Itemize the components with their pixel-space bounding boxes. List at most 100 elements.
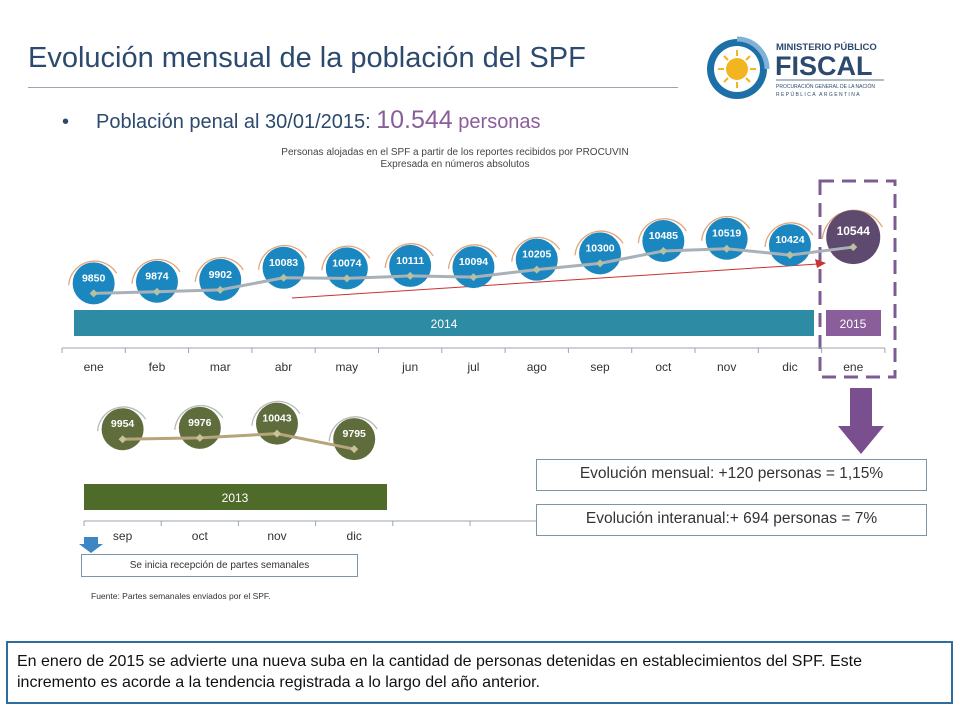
x-tick-label-2: mar xyxy=(210,360,231,374)
chart-caption-line-1: Personas alojadas en el SPF a partir de … xyxy=(281,147,629,158)
bubble-ring-1 xyxy=(131,258,181,284)
bubble-ring-9 xyxy=(637,218,687,244)
point-11 xyxy=(785,251,794,260)
year-band-2015 xyxy=(826,310,881,336)
point-3 xyxy=(279,273,288,282)
bubble-ring-7 xyxy=(511,236,561,262)
data-label-8: 10300 xyxy=(585,242,614,254)
b-x-tick-label-2: nov xyxy=(267,529,286,543)
x-tick-label-0: ene xyxy=(84,360,104,374)
x-tick-label-5: jun xyxy=(401,360,418,374)
b-data-label-1: 9976 xyxy=(188,417,212,429)
point-2 xyxy=(216,285,225,294)
conclusion-box: En enero de 2015 se advierte una nueva s… xyxy=(6,641,953,704)
b-point-3 xyxy=(350,445,359,454)
bubble-ring-6 xyxy=(447,244,498,270)
x-tick-label-4: may xyxy=(336,360,359,374)
x-tick-label-12: ene xyxy=(843,360,863,374)
x-tick-label-10: nov xyxy=(717,360,736,374)
b-x-tick-label-0: sep xyxy=(113,529,133,543)
year-band-2013 xyxy=(84,484,387,510)
point-0 xyxy=(89,289,98,298)
population-unit: personas xyxy=(458,111,541,133)
year-band-2014-label: 2014 xyxy=(431,317,458,331)
data-label-6: 10094 xyxy=(459,256,488,268)
highlight-frame xyxy=(818,179,897,379)
b-point-2 xyxy=(273,429,281,438)
year-band-2013-label: 2013 xyxy=(222,491,249,505)
b-x-tick-label-1: oct xyxy=(192,529,209,543)
data-label-2: 9902 xyxy=(209,269,233,281)
x-tick-label-6: jul xyxy=(466,360,479,374)
data-label-1: 9874 xyxy=(145,271,169,283)
logo-line-2: FISCAL xyxy=(775,51,873,81)
bubble-ring-2 xyxy=(194,257,244,282)
year-band-2015-label: 2015 xyxy=(840,317,867,331)
point-1 xyxy=(152,287,161,296)
point-9 xyxy=(659,247,668,255)
title-divider xyxy=(28,87,678,88)
x-tick-label-1: feb xyxy=(149,360,166,374)
x-tick-label-11: dic xyxy=(782,360,797,374)
b-data-label-0: 9954 xyxy=(111,418,135,430)
logo-line-1: MINISTERIO PÚBLICO xyxy=(776,41,877,53)
logo-line-4: REPÚBLICA ARGENTINA xyxy=(776,91,861,98)
b-series-line xyxy=(122,432,355,451)
page-title: Evolución mensual de la población del SP… xyxy=(28,42,586,74)
data-label-4: 10074 xyxy=(332,257,361,269)
bubble-12 xyxy=(826,210,881,265)
bubble-ring-10 xyxy=(701,215,751,241)
data-label-11: 10424 xyxy=(775,234,804,246)
point-7 xyxy=(532,265,541,274)
point-5 xyxy=(406,271,415,280)
b-bubble-3 xyxy=(333,418,376,461)
data-label-5: 10111 xyxy=(396,255,424,267)
population-summary-colon: : xyxy=(365,111,371,133)
point-8 xyxy=(596,259,605,268)
bubble-11 xyxy=(768,224,811,267)
ministerio-publico-fiscal-logo: MINISTERIO PÚBLICO FISCAL PROCURACIÓN GE… xyxy=(707,36,884,99)
bubble-ring-3 xyxy=(257,244,308,270)
b-data-label-3: 9795 xyxy=(343,428,367,440)
data-label-9: 10485 xyxy=(649,230,678,242)
bubble-ring-0 xyxy=(68,260,118,286)
logo-line-3: PROCURACIÓN GENERAL DE LA NACIÓN xyxy=(776,83,875,90)
down-arrow-icon xyxy=(838,388,884,454)
b-x-tick-label-3: dic xyxy=(347,529,362,543)
trend-arrow-head xyxy=(815,259,826,268)
bubble-ring-4 xyxy=(321,245,371,271)
data-label-12: 10544 xyxy=(837,224,871,238)
yearly-evolution-note: Evolución interanual:+ 694 personas = 7% xyxy=(536,504,927,536)
bubble-ring-5 xyxy=(384,243,434,268)
chart-caption: Personas alojadas en el SPF a partir de … xyxy=(170,147,740,171)
point-10 xyxy=(722,244,731,253)
data-label-3: 10083 xyxy=(269,257,298,269)
data-label-10: 10519 xyxy=(712,228,741,240)
x-tick-label-7: ago xyxy=(527,360,547,374)
data-label-7: 10205 xyxy=(522,249,551,261)
b-bubble-ring-0 xyxy=(96,406,147,432)
x-tick-label-9: oct xyxy=(655,360,672,374)
bubble-ring-11 xyxy=(764,222,814,248)
weekly-reports-note: Se inicia recepción de partes semanales xyxy=(81,554,358,577)
b-bubble-ring-3 xyxy=(328,416,378,442)
population-summary: • Población penal al 30/01/2015: 10.544 p… xyxy=(62,106,541,135)
point-12 xyxy=(849,243,858,252)
point-4 xyxy=(342,274,351,283)
source-note: Fuente: Partes semanales enviados por el… xyxy=(91,591,271,601)
down-arrow-marker-icon xyxy=(79,537,103,553)
bubble-ring-8 xyxy=(574,230,624,256)
year-band-2014 xyxy=(74,310,814,336)
data-label-0: 9850 xyxy=(82,272,106,284)
population-summary-label: Población penal al 30/01/2015 xyxy=(96,111,366,133)
x-tick-label-8: sep xyxy=(590,360,610,374)
chart-caption-line-2: Expresada en números absolutos xyxy=(380,159,530,170)
b-point-0 xyxy=(118,435,127,444)
b-data-label-2: 10043 xyxy=(262,413,291,425)
x-tick-label-3: abr xyxy=(275,360,292,374)
trend-arrow xyxy=(291,263,819,299)
bullet: • xyxy=(62,111,70,133)
population-total: 10.544 xyxy=(376,106,453,134)
monthly-evolution-note: Evolución mensual: +120 personas = 1,15% xyxy=(536,459,927,491)
